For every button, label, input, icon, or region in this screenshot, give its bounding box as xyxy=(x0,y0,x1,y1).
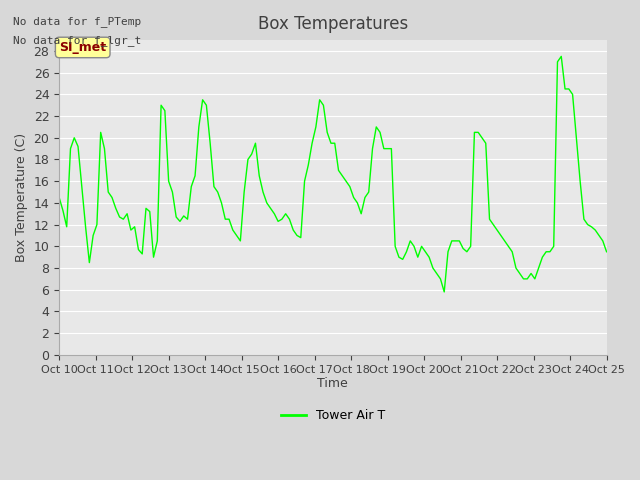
Text: SI_met: SI_met xyxy=(59,41,106,54)
Title: Box Temperatures: Box Temperatures xyxy=(258,15,408,33)
Text: No data for f_PTemp: No data for f_PTemp xyxy=(13,16,141,27)
Legend: Tower Air T: Tower Air T xyxy=(276,404,390,427)
Text: No data for f_lgr_t: No data for f_lgr_t xyxy=(13,35,141,46)
X-axis label: Time: Time xyxy=(317,377,348,390)
Y-axis label: Box Temperature (C): Box Temperature (C) xyxy=(15,133,28,262)
